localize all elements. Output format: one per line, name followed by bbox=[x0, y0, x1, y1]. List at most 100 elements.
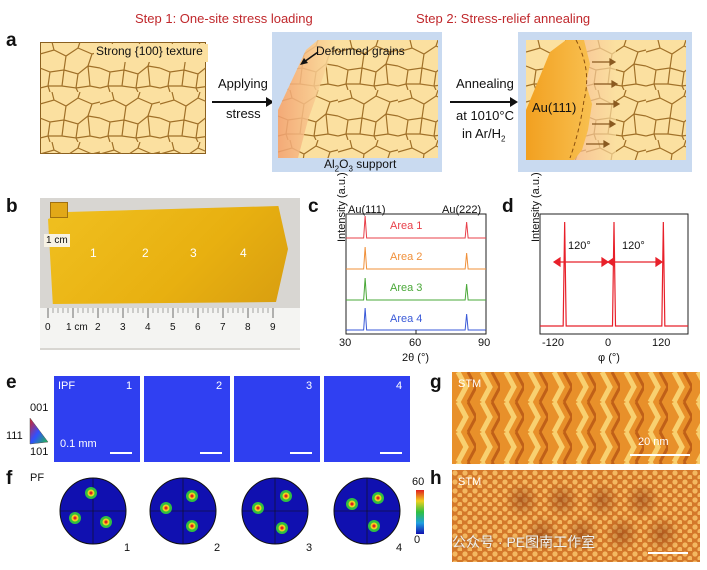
ipf-color-triangle bbox=[28, 416, 50, 451]
pf-disc-3 bbox=[240, 476, 310, 551]
pf-disc-1-number: 1 bbox=[124, 542, 131, 554]
step2-title: Step 2: Stress-relief annealing bbox=[416, 11, 591, 26]
phi-xtick-neg120: -120 bbox=[542, 337, 565, 349]
phi-trace bbox=[540, 221, 688, 327]
ipf-triangle-111: 111 bbox=[6, 430, 23, 442]
ruler-tick-8: 8 bbox=[245, 322, 251, 333]
xrd-chart bbox=[326, 202, 490, 357]
xrd-trace-2 bbox=[346, 246, 486, 270]
phi-ylabel: Intensity (a.u.) bbox=[530, 172, 542, 242]
pf-disc-2-number: 2 bbox=[214, 542, 221, 554]
xrd-legend-area4: Area 4 bbox=[390, 313, 423, 325]
area-3-label: 3 bbox=[190, 246, 197, 260]
ruler-tick-5: 5 bbox=[170, 322, 176, 333]
xrd-xlabel: 2θ (°) bbox=[402, 352, 430, 364]
xrd-xtick-90: 90 bbox=[478, 337, 491, 349]
area-4-label: 4 bbox=[240, 246, 247, 260]
ipf-triangle-101: 101 bbox=[30, 446, 49, 458]
pf-colorbar bbox=[416, 490, 424, 534]
panel-f-label: f bbox=[6, 468, 13, 489]
ipf-scale-bar-2 bbox=[200, 452, 222, 454]
annealing-arrow bbox=[450, 94, 518, 112]
phi-xtick-120: 120 bbox=[652, 337, 671, 349]
area-2-label: 2 bbox=[142, 246, 149, 260]
ipf-label: IPF bbox=[58, 380, 76, 392]
xrd-peak1-label: Au(111) bbox=[348, 204, 386, 216]
texture-label: Strong {100} texture bbox=[94, 44, 208, 62]
ipf-scale-bar-4 bbox=[380, 452, 402, 454]
ruler-tick-0: 0 bbox=[45, 322, 51, 333]
ipf-triangle-001: 001 bbox=[30, 402, 49, 414]
xrd-ylabel: Intensity (a.u.) bbox=[336, 172, 348, 242]
ruler-tick-6: 6 bbox=[195, 322, 201, 333]
stm-g-scale-bar bbox=[630, 454, 690, 456]
ruler-tick-4: 4 bbox=[145, 322, 151, 333]
pf-disc-3-number: 3 bbox=[306, 542, 313, 554]
gold-foil bbox=[48, 206, 288, 304]
arrow1-text-top: Applying bbox=[218, 76, 268, 91]
panel-g-label: g bbox=[430, 372, 442, 393]
ruler-tick-3: 3 bbox=[120, 322, 126, 333]
pf-disc-1 bbox=[58, 476, 128, 551]
ruler: 0 1 cm 2 3 4 5 6 7 8 9 bbox=[40, 308, 300, 348]
panel-b-label: b bbox=[6, 196, 18, 217]
stm-g-label: STM bbox=[458, 378, 482, 390]
pf-label: PF bbox=[30, 472, 45, 484]
ipf-tile-4: 4 bbox=[324, 376, 410, 462]
panel-h-label: h bbox=[430, 468, 442, 489]
ipf-scale-bar bbox=[110, 452, 132, 454]
support-label: Al2O3 support bbox=[324, 157, 397, 174]
grain-schematic-annealed bbox=[526, 39, 686, 165]
ruler-tick-2: 2 bbox=[95, 322, 101, 333]
xrd-trace-1 bbox=[346, 215, 486, 239]
stm-image-herringbone: STM 20 nm bbox=[452, 372, 700, 464]
phi-arrow-right-head-a bbox=[606, 256, 615, 268]
panel-e-label: e bbox=[6, 372, 17, 393]
pf-colorbar-min: 0 bbox=[414, 534, 421, 546]
ipf-scale-label: 0.1 mm bbox=[60, 438, 97, 450]
pf-colorbar-max: 60 bbox=[412, 476, 425, 488]
pf-disc-4-number: 4 bbox=[396, 542, 403, 554]
cm-label: 1 cm bbox=[44, 234, 70, 247]
pf-disc-2 bbox=[148, 476, 218, 551]
arrow1-text-bottom: stress bbox=[226, 106, 261, 121]
phi-frame bbox=[539, 213, 689, 335]
xrd-xtick-30: 30 bbox=[339, 337, 352, 349]
xrd-legend-area3: Area 3 bbox=[390, 282, 423, 294]
xrd-legend-area1: Area 1 bbox=[390, 220, 423, 232]
stm-g-scale-label: 20 nm bbox=[638, 436, 669, 448]
ruler-tick-1: 1 cm bbox=[66, 322, 88, 333]
ipf-tile-2-number: 2 bbox=[216, 380, 223, 392]
panel-a-label: a bbox=[6, 30, 17, 51]
ipf-tile-4-number: 4 bbox=[396, 380, 403, 392]
pf-disc-4 bbox=[332, 476, 402, 551]
phi-xtick-0: 0 bbox=[605, 337, 612, 349]
xrd-peak2-label: Au(222) bbox=[442, 204, 482, 216]
ipf-tile-2: 2 bbox=[144, 376, 230, 462]
arrow2-text-2: at 1010°C bbox=[456, 108, 514, 123]
phi-scan-chart bbox=[520, 202, 692, 357]
xrd-trace-3 bbox=[346, 277, 486, 301]
stm-image-atomic: STM bbox=[452, 470, 700, 562]
phi-spacing-arrows bbox=[552, 256, 664, 268]
au111-label: Au(111) bbox=[532, 100, 577, 115]
area-1-label: 1 bbox=[90, 246, 97, 260]
ipf-tile-3: 3 bbox=[234, 376, 320, 462]
phi-arrow-right-head-b bbox=[655, 256, 664, 268]
ipf-tile-1: IPF 1 0.1 mm bbox=[54, 376, 140, 462]
step1-title: Step 1: One-site stress loading bbox=[135, 11, 313, 26]
ipf-tile-1-number: 1 bbox=[126, 380, 133, 392]
watermark: 公众号 · PE图南工作室 bbox=[452, 534, 596, 550]
ruler-tick-7: 7 bbox=[220, 322, 226, 333]
deformed-label: Deformed grains bbox=[316, 44, 405, 58]
arrow2-text-1: Annealing bbox=[456, 76, 514, 91]
arrow2-text-3: in Ar/H2 bbox=[462, 126, 506, 144]
phi-spacing-1: 120° bbox=[568, 240, 591, 252]
ruler-tick-9: 9 bbox=[270, 322, 276, 333]
applying-stress-arrow bbox=[212, 94, 274, 112]
xrd-xtick-60: 60 bbox=[409, 337, 422, 349]
panel-d-label: d bbox=[502, 196, 514, 217]
stm-h-scale-bar bbox=[648, 552, 688, 554]
xrd-legend-area2: Area 2 bbox=[390, 251, 423, 263]
ipf-tile-3-number: 3 bbox=[306, 380, 313, 392]
